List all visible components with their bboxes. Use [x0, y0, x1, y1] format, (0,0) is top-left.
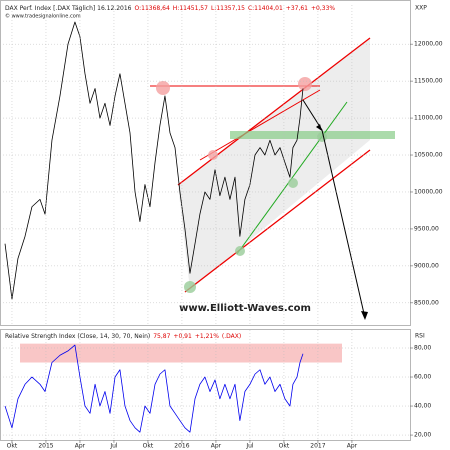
corner-label: RSI — [415, 333, 425, 340]
y-tick-label: 10500,00 — [414, 152, 443, 159]
marker — [184, 281, 196, 293]
x-tick-label: Okt — [279, 443, 290, 450]
title-text: DAX Perf. Index [.DAX Täglich] 16.12.201… — [5, 5, 132, 12]
header-value: 75,87 — [153, 333, 170, 340]
x-tick-label: Jul — [245, 443, 254, 450]
y-tick-label: 20,00 — [414, 432, 431, 439]
arrow-head — [361, 311, 368, 320]
marker — [288, 178, 298, 188]
overbought-zone — [20, 343, 342, 363]
watermark: www.Elliott-Waves.com — [179, 303, 311, 314]
header-value: O:11368,64 — [135, 5, 170, 12]
y-tick-label: 11000,00 — [414, 115, 443, 122]
y-tick-label: 9000,00 — [414, 262, 439, 269]
header-value: C:11404,01 — [248, 5, 283, 12]
y-tick-label: 12000,00 — [414, 41, 443, 48]
trend-line — [236, 101, 348, 255]
x-tick-label: Apr — [75, 443, 86, 450]
support-zone — [230, 131, 395, 139]
header-value: +1,21% — [195, 333, 219, 340]
y-tick-label: 9500,00 — [414, 225, 439, 232]
y-tick-label: 8500,00 — [414, 299, 439, 306]
x-tick-label: Okt — [7, 443, 18, 450]
header-value: H:11451,57 — [173, 5, 208, 12]
y-tick-label: 40,00 — [414, 403, 431, 410]
y-tick-label: 60,00 — [414, 374, 431, 381]
y-tick-label: 10000,00 — [414, 188, 443, 195]
channel-lower — [184, 149, 371, 293]
x-tick-label: 2017 — [310, 443, 325, 450]
header-value: L:11357,15 — [211, 5, 245, 12]
series-line — [4, 21, 304, 300]
price-panel — [0, 0, 411, 326]
y-tick-label: 80,00 — [414, 344, 431, 351]
rsi-header-values: 75,87 +0,91 +1,21% (.DAX) — [153, 333, 241, 340]
marker — [235, 246, 245, 256]
title: DAX Perf. Index [.DAX Täglich] 16.12.201… — [5, 5, 335, 12]
corner-label: XXP — [415, 5, 427, 12]
header-value: +0,33% — [311, 5, 335, 12]
source: © www.tradesignalonline.com — [5, 13, 81, 20]
x-tick-label: 2015 — [38, 443, 53, 450]
header-values: O:11368,64 H:11451,57 L:11357,15 C:11404,01… — [135, 5, 336, 12]
channel-mid — [199, 89, 321, 161]
rsi-panel — [0, 329, 411, 441]
channel-area — [178, 38, 370, 290]
marker — [156, 81, 170, 95]
forecast-arrow — [302, 99, 366, 319]
header-value: +0,91 — [173, 333, 192, 340]
series-line — [4, 344, 304, 433]
y-tick-label: 11500,00 — [414, 78, 443, 85]
x-tick-label: 2016 — [174, 443, 189, 450]
marker — [317, 132, 327, 142]
decorations — [150, 37, 395, 320]
x-tick-label: Jul — [109, 443, 118, 450]
x-tick-label: Okt — [143, 443, 154, 450]
header-value: (.DAX) — [222, 333, 241, 340]
x-tick-label: Apr — [211, 443, 222, 450]
channel-upper — [177, 37, 371, 186]
rsi-title: Relative Strength Index (Close, 14, 30, … — [5, 333, 241, 340]
rsi-title-text: Relative Strength Index (Close, 14, 30, … — [5, 333, 150, 340]
marker — [298, 77, 312, 91]
header-value: +37,61 — [286, 5, 308, 12]
x-tick-label: Apr — [347, 443, 358, 450]
arrow-head — [316, 124, 322, 131]
